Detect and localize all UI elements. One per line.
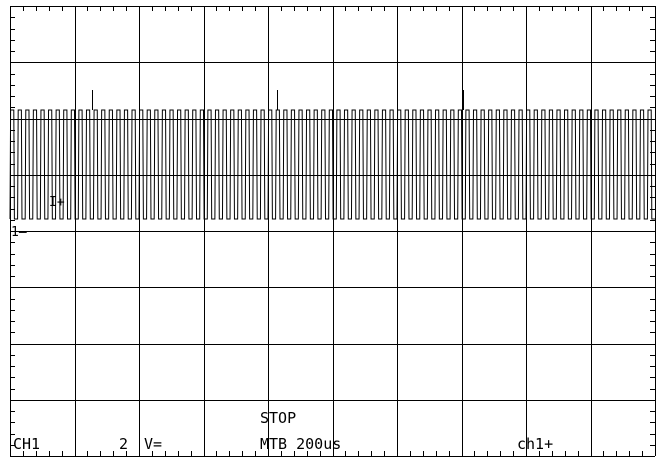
volts-per-div-value: 2 bbox=[119, 435, 128, 453]
trigger-source-label: ch1+ bbox=[517, 435, 553, 453]
graticule-minor-ticks bbox=[10, 6, 655, 456]
channel-label: CH1 bbox=[13, 435, 40, 453]
channel1-trace bbox=[9, 90, 655, 220]
timebase-label: MTB 200us bbox=[260, 435, 341, 453]
trigger-level-marker: I+ bbox=[49, 195, 65, 210]
coupling-label: V= bbox=[144, 435, 162, 453]
square-wave-path bbox=[9, 109, 655, 220]
run-state-label: STOP bbox=[260, 409, 296, 427]
ground-level-marker: 1— bbox=[11, 225, 27, 240]
